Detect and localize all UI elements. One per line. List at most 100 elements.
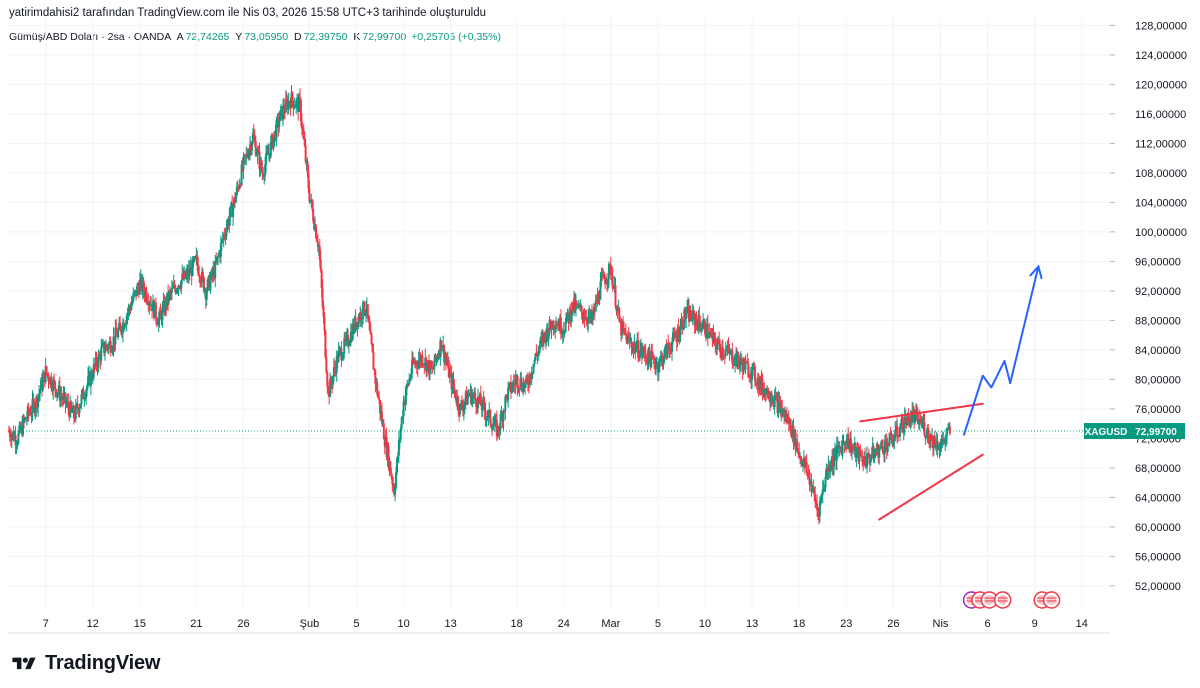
candle-body xyxy=(460,402,463,408)
x-tick-label: 13 xyxy=(445,618,457,630)
candle-body xyxy=(357,317,360,328)
candle-body xyxy=(302,130,305,140)
candle-body xyxy=(72,406,75,419)
drawings[interactable] xyxy=(859,264,1043,521)
candle-body xyxy=(338,348,341,351)
candle-body xyxy=(312,208,315,222)
candle-body xyxy=(794,430,797,450)
candle-body xyxy=(813,487,816,495)
candle-body xyxy=(275,120,278,140)
candle-body xyxy=(440,340,443,351)
candle-body xyxy=(115,327,118,334)
candle-body xyxy=(325,357,328,373)
candle-body xyxy=(732,363,735,365)
tradingview-brand[interactable]: TradingView xyxy=(9,652,160,675)
candle-body xyxy=(309,200,312,202)
candle-body xyxy=(611,275,614,289)
candle-body xyxy=(463,401,466,406)
candle-body xyxy=(870,455,873,459)
candle-body xyxy=(404,395,407,405)
economic-event-icon[interactable] xyxy=(1042,591,1061,609)
candle-body xyxy=(307,172,310,189)
candle-body xyxy=(535,353,538,355)
candle-body xyxy=(380,411,383,424)
candle-body xyxy=(783,408,786,418)
candle-body xyxy=(90,372,93,379)
axes: 52,00000 56,00000 60,00000 64,00000 68,00000… xyxy=(8,20,1187,634)
candle-body xyxy=(867,453,870,459)
candle-body xyxy=(924,435,927,437)
candle-body xyxy=(499,414,502,429)
candle-body xyxy=(257,150,260,152)
candle-body xyxy=(933,435,936,445)
candle-body xyxy=(570,315,573,321)
candle-body xyxy=(133,292,136,295)
candle-body xyxy=(16,443,19,445)
symbol-name[interactable]: Gümüş/ABD Doları · 2sa · OANDA xyxy=(9,31,171,43)
candle-body xyxy=(377,394,380,398)
candle-body xyxy=(574,302,577,310)
candle-body xyxy=(32,399,35,402)
candle-body xyxy=(55,389,58,396)
candle-body xyxy=(547,333,550,340)
candle-body xyxy=(198,274,201,277)
candle-body xyxy=(708,332,711,338)
candle-body xyxy=(125,316,128,324)
candle-body xyxy=(360,312,363,320)
candle-body xyxy=(369,330,372,335)
candle-body xyxy=(314,225,317,239)
candle-body xyxy=(607,263,610,280)
y-tick-label: 96,00000 xyxy=(1135,256,1181,268)
candle-body xyxy=(462,405,465,412)
candle-body xyxy=(219,242,222,257)
candle-body xyxy=(893,438,896,442)
candle-body xyxy=(718,338,721,344)
candle-body xyxy=(373,369,376,371)
candle-body xyxy=(479,394,482,406)
candle-body xyxy=(376,381,379,395)
forecast-arrowhead xyxy=(1029,264,1043,280)
candle-body xyxy=(363,301,366,315)
symbol-info-bar[interactable]: Gümüş/ABD Doları · 2sa · OANDA A 72,74265… xyxy=(9,31,501,43)
candle-body xyxy=(157,319,160,326)
candle-body xyxy=(503,411,506,413)
candle-body xyxy=(698,314,701,324)
candle-body xyxy=(130,304,133,310)
candle-body xyxy=(298,97,301,113)
candle-body xyxy=(707,337,710,339)
candle-body xyxy=(232,205,235,217)
candle-body xyxy=(733,364,736,366)
open-label: A xyxy=(176,31,184,43)
candle-body xyxy=(914,412,917,423)
candle-body xyxy=(841,442,844,455)
candle-body xyxy=(124,323,127,326)
candle-body xyxy=(881,442,884,447)
candle-body xyxy=(337,350,340,362)
candle-body xyxy=(201,271,204,278)
candle-body xyxy=(681,319,684,330)
candle-body xyxy=(59,395,62,401)
candle-body xyxy=(644,352,647,360)
candle-body xyxy=(260,159,263,170)
economic-event-icon[interactable] xyxy=(993,591,1012,609)
candle-body xyxy=(323,316,326,331)
candle-body xyxy=(597,293,600,302)
candle-body xyxy=(37,396,40,408)
candle-body xyxy=(335,355,338,374)
candle-body xyxy=(318,246,321,260)
event-markers[interactable] xyxy=(962,591,1061,609)
candle-body xyxy=(261,169,264,175)
candle-body xyxy=(851,446,854,449)
wedge-lower-line xyxy=(878,453,984,521)
candle-body xyxy=(216,256,219,262)
candle-body xyxy=(168,292,171,302)
x-tick-label: 24 xyxy=(558,618,570,630)
candle-body xyxy=(69,401,72,417)
candle-body xyxy=(58,385,61,401)
candle-body xyxy=(921,422,924,426)
y-tick-label: 76,00000 xyxy=(1135,404,1181,416)
candle-body xyxy=(679,325,682,336)
candle-body xyxy=(833,455,836,467)
candle-body xyxy=(327,386,330,392)
